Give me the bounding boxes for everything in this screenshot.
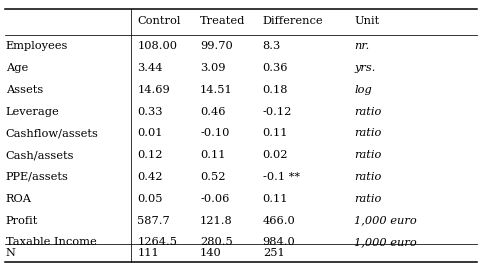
Text: 0.42: 0.42 [137,172,163,182]
Text: 0.11: 0.11 [263,128,288,138]
Text: PPE/assets: PPE/assets [6,172,68,182]
Text: Cash/assets: Cash/assets [6,150,74,160]
Text: Control: Control [137,16,181,26]
Text: 99.70: 99.70 [200,41,233,51]
Text: 0.52: 0.52 [200,172,226,182]
Text: Leverage: Leverage [6,107,60,117]
Text: Cashflow/assets: Cashflow/assets [6,128,99,138]
Text: 0.12: 0.12 [137,150,163,160]
Text: ratio: ratio [354,194,382,204]
Text: 1,000 euro: 1,000 euro [354,216,417,226]
Text: nr.: nr. [354,41,370,51]
Text: N: N [6,248,15,258]
Text: 140: 140 [200,248,222,258]
Text: 0.36: 0.36 [263,63,288,73]
Text: Age: Age [6,63,28,73]
Text: 1,000 euro: 1,000 euro [354,237,417,247]
Text: 108.00: 108.00 [137,41,177,51]
Text: 8.3: 8.3 [263,41,281,51]
Text: 0.05: 0.05 [137,194,163,204]
Text: ROA: ROA [6,194,32,204]
Text: Taxable Income: Taxable Income [6,237,96,247]
Text: 0.46: 0.46 [200,107,226,117]
Text: 1264.5: 1264.5 [137,237,177,247]
Text: ratio: ratio [354,172,382,182]
Text: 0.01: 0.01 [137,128,163,138]
Text: Unit: Unit [354,16,379,26]
Text: 0.11: 0.11 [263,194,288,204]
Text: 111: 111 [137,248,159,258]
Text: -0.1 **: -0.1 ** [263,172,300,182]
Text: 466.0: 466.0 [263,216,295,226]
Text: Profit: Profit [6,216,38,226]
Text: Treated: Treated [200,16,245,26]
Text: log: log [354,85,372,95]
Text: -0.06: -0.06 [200,194,229,204]
Text: 0.18: 0.18 [263,85,288,95]
Text: 587.7: 587.7 [137,216,170,226]
Text: ratio: ratio [354,107,382,117]
Text: Assets: Assets [6,85,43,95]
Text: Difference: Difference [263,16,323,26]
Text: 251: 251 [263,248,284,258]
Text: 14.51: 14.51 [200,85,233,95]
Text: 0.11: 0.11 [200,150,226,160]
Text: 984.0: 984.0 [263,237,295,247]
Text: 0.33: 0.33 [137,107,163,117]
Text: 280.5: 280.5 [200,237,233,247]
Text: ratio: ratio [354,150,382,160]
Text: -0.12: -0.12 [263,107,292,117]
Text: 14.69: 14.69 [137,85,170,95]
Text: yrs.: yrs. [354,63,375,73]
Text: 121.8: 121.8 [200,216,233,226]
Text: -0.10: -0.10 [200,128,229,138]
Text: Employees: Employees [6,41,68,51]
Text: ratio: ratio [354,128,382,138]
Text: 0.02: 0.02 [263,150,288,160]
Text: 3.44: 3.44 [137,63,163,73]
Text: 3.09: 3.09 [200,63,226,73]
